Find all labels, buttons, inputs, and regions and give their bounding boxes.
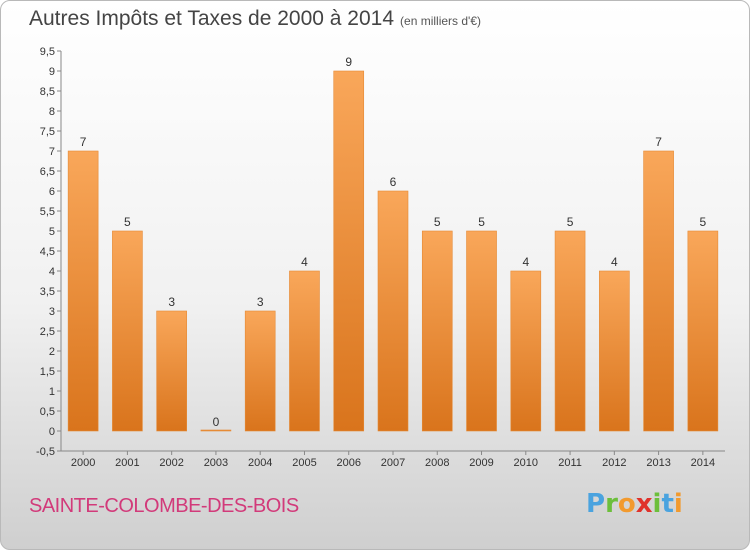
x-tick-label: 2012 xyxy=(602,457,626,469)
y-tick-label: 8 xyxy=(49,106,55,118)
bar-value-label: 6 xyxy=(390,175,397,189)
chart-title-text: Autres Impôts et Taxes de 2000 à 2014 xyxy=(29,7,395,30)
y-tick-label: 7,5 xyxy=(40,126,55,138)
bar xyxy=(510,270,542,432)
y-tick-label: -0,5 xyxy=(36,446,55,458)
y-tick-label: 3 xyxy=(49,306,55,318)
y-tick-label: 5,5 xyxy=(40,206,55,218)
y-tick-label: 2,5 xyxy=(40,326,55,338)
bar xyxy=(554,230,586,432)
y-tick-label: 4 xyxy=(49,266,55,278)
bar-value-label: 4 xyxy=(611,255,618,269)
bar xyxy=(421,230,453,432)
bar-value-label: 5 xyxy=(124,215,131,229)
bar xyxy=(377,190,409,432)
bar xyxy=(643,150,674,432)
y-tick-label: 0,5 xyxy=(40,406,55,418)
y-tick-label: 6,5 xyxy=(40,166,55,178)
bar xyxy=(599,270,630,432)
bar-value-label: 5 xyxy=(434,215,441,229)
y-tick-label: 0 xyxy=(49,426,55,438)
x-tick-label: 2002 xyxy=(159,457,183,469)
y-tick-label: 9,5 xyxy=(40,46,55,58)
chart-subtitle: (en milliers d'€) xyxy=(400,14,482,28)
logo-letter: P xyxy=(586,489,606,519)
x-tick-label: 2009 xyxy=(469,457,493,469)
bar xyxy=(289,270,320,432)
y-tick-label: 9 xyxy=(49,66,55,78)
proxiti-logo: Proxiti xyxy=(586,489,683,519)
bar xyxy=(200,429,232,432)
bar-value-label: 4 xyxy=(301,255,308,269)
bar xyxy=(333,70,365,432)
x-tick-label: 2007 xyxy=(381,457,405,469)
bar-value-label: 3 xyxy=(168,295,175,309)
bar-value-label: 4 xyxy=(522,255,529,269)
bar-value-label: 7 xyxy=(655,135,662,149)
x-tick-label: 2001 xyxy=(115,457,139,469)
y-tick-label: 1,5 xyxy=(40,366,55,378)
x-tick-label: 2010 xyxy=(514,457,538,469)
bar xyxy=(244,310,276,432)
bar-value-label: 3 xyxy=(257,295,264,309)
bar-value-label: 5 xyxy=(700,215,707,229)
bar-value-label: 5 xyxy=(478,215,485,229)
logo-letter: t xyxy=(661,489,674,519)
logo-letter: i xyxy=(652,489,662,519)
y-tick-label: 5 xyxy=(49,226,55,238)
x-tick-label: 2011 xyxy=(558,457,582,469)
bar-value-label: 7 xyxy=(80,135,87,149)
x-tick-label: 2004 xyxy=(248,457,272,469)
bar xyxy=(466,230,497,432)
x-tick-label: 2005 xyxy=(292,457,316,469)
bar xyxy=(112,230,143,432)
y-tick-label: 3,5 xyxy=(40,286,55,298)
x-tick-label: 2006 xyxy=(336,457,360,469)
y-tick-label: 4,5 xyxy=(40,246,55,258)
x-tick-label: 2003 xyxy=(204,457,228,469)
commune-name: SAINTE-COLOMBE-DES-BOIS xyxy=(29,495,299,517)
chart-title: Autres Impôts et Taxes de 2000 à 2014 (en… xyxy=(29,7,481,31)
logo-letter: r xyxy=(605,489,618,519)
y-tick-label: 8,5 xyxy=(40,86,55,98)
y-tick-label: 7 xyxy=(49,146,55,158)
logo-letter: o xyxy=(617,489,636,519)
bar xyxy=(156,310,187,432)
x-tick-label: 2008 xyxy=(425,457,449,469)
bar-value-label: 5 xyxy=(567,215,574,229)
y-tick-label: 1 xyxy=(49,386,55,398)
x-tick-label: 2000 xyxy=(71,457,95,469)
bar xyxy=(687,230,719,432)
bar-value-label: 0 xyxy=(213,415,220,429)
bar xyxy=(67,150,99,432)
bar-value-label: 9 xyxy=(345,55,352,69)
y-tick-label: 2 xyxy=(49,346,55,358)
y-tick-label: 6 xyxy=(49,186,55,198)
logo-letter: x xyxy=(635,489,653,519)
x-tick-label: 2014 xyxy=(691,457,715,469)
logo-letter: i xyxy=(673,489,683,519)
x-tick-label: 2013 xyxy=(646,457,670,469)
